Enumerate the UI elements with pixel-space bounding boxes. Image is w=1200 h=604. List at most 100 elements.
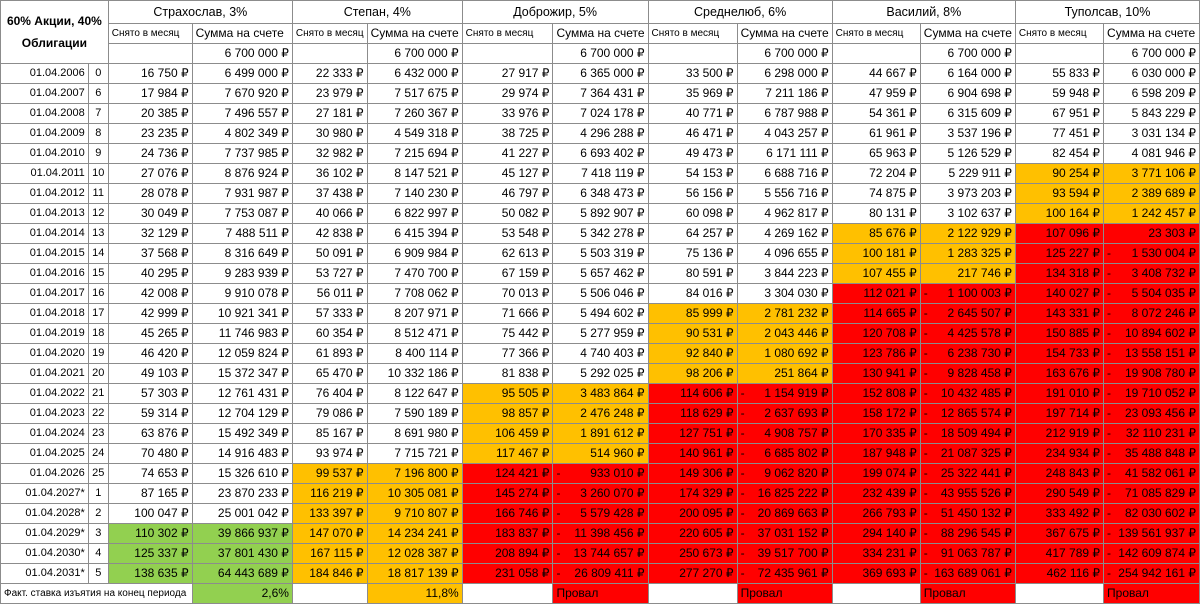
balance-cell: 10 332 186 ₽: [366, 363, 463, 384]
withdraw-cell: 74 875 ₽: [831, 183, 921, 204]
withdraw-cell: 67 951 ₽: [1014, 103, 1105, 124]
balance-cell: -20 869 663 ₽: [736, 503, 833, 524]
row-date: 01.04.2023: [0, 403, 89, 424]
balance-cell: 2 389 689 ₽: [1103, 183, 1200, 204]
row-index: 19: [87, 343, 109, 364]
balance-cell: 2 781 232 ₽: [736, 303, 833, 324]
balance-cell: - 933 010 ₽: [552, 463, 649, 484]
withdraw-cell: 184 846 ₽: [291, 563, 368, 584]
balance-cell: 6 348 473 ₽: [552, 183, 649, 204]
withdraw-cell: 17 984 ₽: [107, 83, 193, 104]
withdraw-cell: 54 153 ₽: [647, 163, 738, 184]
balance-value: 88 296 545 ₽: [940, 526, 1012, 540]
balance-cell: -19 710 052 ₽: [1103, 383, 1200, 404]
withdraw-cell: 99 537 ₽: [291, 463, 368, 484]
balance-cell: 11 746 983 ₽: [191, 323, 293, 344]
initial-balance: 6 700 000 ₽: [919, 43, 1016, 64]
balance-value: 72 435 961 ₽: [757, 566, 829, 580]
withdraw-cell: 33 500 ₽: [647, 63, 738, 84]
balance-cell: 15 372 347 ₽: [191, 363, 293, 384]
withdraw-cell: 116 219 ₽: [291, 483, 368, 504]
balance-value: 11 398 456 ₽: [574, 526, 645, 540]
balance-value: 12 865 574 ₽: [940, 406, 1012, 420]
balance-cell: 10 305 081 ₽: [366, 483, 463, 504]
balance-value: 1 100 003 ₽: [947, 286, 1012, 300]
balance-cell: 3 537 196 ₽: [919, 123, 1016, 144]
balance-cell: 1 080 692 ₽: [736, 343, 833, 364]
balance-header: Сумма на счете: [1103, 23, 1200, 44]
subheader-row: Снято в месяц Сумма на счете Снято в месяц…: [1, 23, 1200, 44]
row-date: 01.04.2024: [0, 423, 89, 444]
row-date: 01.04.2009: [0, 123, 89, 144]
balance-value: 16 825 222 ₽: [757, 486, 829, 500]
table-row: 01.04.2014 13 32 129 ₽7 488 511 ₽42 838 ₽6…: [0, 223, 1200, 244]
withdraw-cell: 114 665 ₽: [831, 303, 921, 324]
balance-cell: 12 704 129 ₽: [191, 403, 293, 424]
balance-cell: 6 688 716 ₽: [736, 163, 833, 184]
balance-cell: 6 030 000 ₽: [1103, 63, 1200, 84]
balance-cell: 5 506 046 ₽: [552, 283, 649, 304]
withdraw-cell: 417 789 ₽: [1014, 543, 1105, 564]
balance-cell: - 6 238 730 ₽: [919, 343, 1016, 364]
balance-value: 39 517 700 ₽: [757, 546, 829, 560]
withdraw-cell: 23 235 ₽: [107, 123, 193, 144]
balance-cell: 7 215 694 ₽: [366, 143, 463, 164]
withdraw-cell: 41 227 ₽: [461, 143, 554, 164]
footer-gap: [1014, 583, 1105, 604]
balance-cell: - 1 100 003 ₽: [919, 283, 1016, 304]
negative-sign: -: [923, 426, 928, 440]
strategy-name: Туполсав, 10%: [1014, 0, 1200, 24]
withdraw-cell: 47 959 ₽: [831, 83, 921, 104]
withdraw-cell: 367 675 ₽: [1014, 523, 1105, 544]
balance-cell: -10 894 602 ₽: [1103, 323, 1200, 344]
withdraw-cell: 72 204 ₽: [831, 163, 921, 184]
negative-sign: -: [1107, 246, 1112, 260]
withdraw-cell: 85 999 ₽: [647, 303, 738, 324]
negative-sign: -: [556, 546, 561, 560]
row-date: 01.04.2012: [0, 183, 89, 204]
table-row: 01.04.2008 7 20 385 ₽7 496 557 ₽27 181 ₽7 …: [0, 103, 1200, 124]
balance-cell: 9 910 078 ₽: [191, 283, 293, 304]
row-date: 01.04.2031*: [0, 563, 89, 584]
withdraw-cell: 32 982 ₽: [291, 143, 368, 164]
balance-cell: 4 269 162 ₽: [736, 223, 833, 244]
withdraw-cell: 55 833 ₽: [1014, 63, 1105, 84]
balance-value: 139 561 937 ₽: [1118, 526, 1196, 540]
balance-cell: -43 955 526 ₽: [919, 483, 1016, 504]
negative-sign: -: [923, 526, 928, 540]
balance-cell: 23 303 ₽: [1103, 223, 1200, 244]
withdraw-cell: 290 549 ₽: [1014, 483, 1105, 504]
balance-cell: 3 102 637 ₽: [919, 203, 1016, 224]
negative-sign: -: [923, 506, 928, 520]
row-date: 01.04.2017: [0, 283, 89, 304]
withdraw-cell: 76 404 ₽: [291, 383, 368, 404]
withdraw-header: Снято в месяц: [831, 23, 921, 44]
balance-value: 8 072 246 ₽: [1131, 306, 1196, 320]
balance-cell: -254 942 161 ₽: [1103, 563, 1200, 584]
balance-cell: 5 229 911 ₽: [919, 163, 1016, 184]
balance-cell: - 9 828 458 ₽: [919, 363, 1016, 384]
row-index: 3: [87, 523, 109, 544]
withdraw-cell: 84 016 ₽: [647, 283, 738, 304]
negative-sign: -: [923, 306, 928, 320]
withdraw-cell: 50 082 ₽: [461, 203, 554, 224]
negative-sign: -: [740, 566, 745, 580]
balance-cell: 4 549 318 ₽: [366, 123, 463, 144]
strategy-name: Доброжир, 5%: [461, 0, 649, 24]
withdraw-cell: 163 676 ₽: [1014, 363, 1105, 384]
negative-sign: -: [556, 566, 561, 580]
withdraw-cell: 37 568 ₽: [107, 243, 193, 264]
row-date: 01.04.2022: [0, 383, 89, 404]
balance-header: Сумма на счете: [919, 23, 1016, 44]
withdraw-cell: 125 337 ₽: [107, 543, 193, 564]
balance-cell: - 1 154 919 ₽: [736, 383, 833, 404]
balance-cell: -23 093 456 ₽: [1103, 403, 1200, 424]
balance-cell: 7 024 178 ₽: [552, 103, 649, 124]
initial-balance-row: 6 700 000 ₽ 6 700 000 ₽ 6 700 000 ₽ 6 700 0…: [1, 43, 1200, 64]
balance-cell: 8 147 521 ₽: [366, 163, 463, 184]
negative-sign: -: [1107, 266, 1112, 280]
balance-cell: 6 315 609 ₽: [919, 103, 1016, 124]
row-date: 01.04.2016: [0, 263, 89, 284]
balance-value: 9 828 458 ₽: [947, 366, 1012, 380]
balance-cell: 2 122 929 ₽: [919, 223, 1016, 244]
